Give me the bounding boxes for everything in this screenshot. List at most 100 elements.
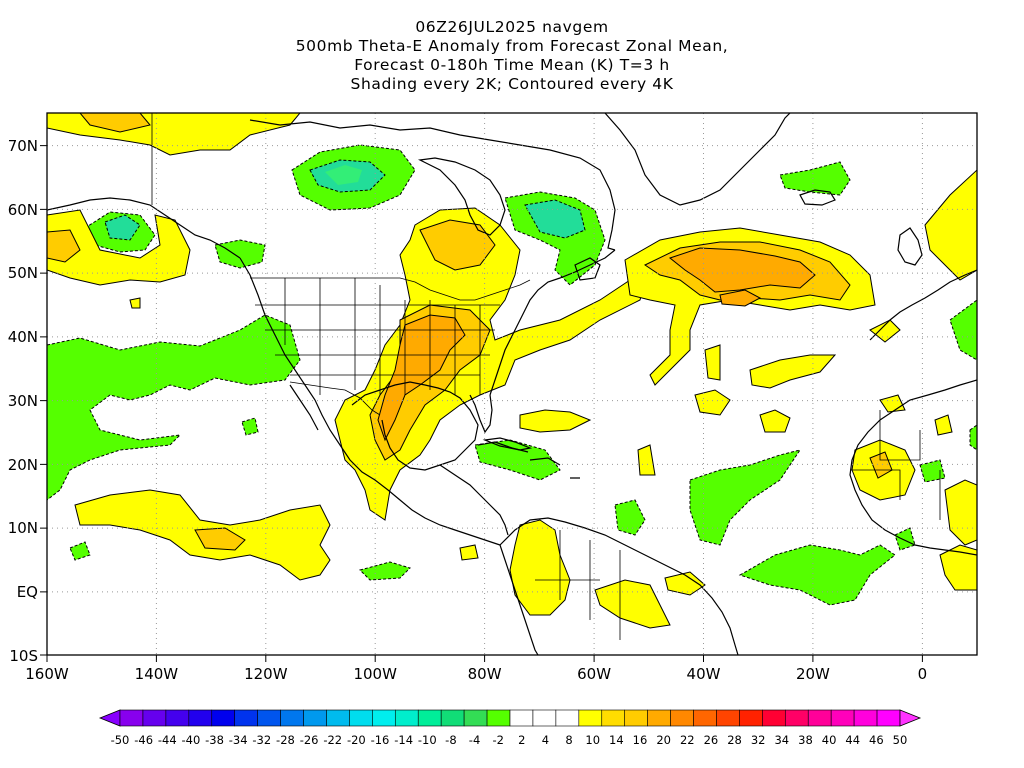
anomaly-region-neg-atlantic-south — [738, 544, 896, 606]
coastline-south-america-west — [499, 544, 539, 655]
colorbar-cell — [257, 709, 281, 727]
colorbar-cell — [440, 709, 465, 727]
colorbar: -50 -46 -44 -40 -38 -34 -32 -28 -26 -22 -20 -16 -14-… — [98, 709, 922, 747]
colorbar-cell — [739, 709, 763, 727]
colorbar-cell — [624, 709, 648, 727]
lon-label-0: 0 — [918, 665, 928, 683]
colorbar-label: 14 — [609, 733, 624, 747]
coastline-gulf-mexico — [351, 381, 479, 471]
lon-label-120w: 120W — [244, 665, 288, 683]
colorbar-cell — [647, 709, 671, 727]
anomaly-region-pos-atlantic-small2 — [519, 409, 592, 433]
colorbar-label: -38 — [205, 733, 224, 747]
anomaly-region-pos-atlantic-small5 — [637, 444, 656, 476]
anomaly-region-pos-bc-small — [129, 297, 141, 309]
lat-label-40n: 40N — [8, 328, 38, 346]
colorbar-cell — [716, 709, 740, 727]
colorbar-cell — [830, 709, 855, 727]
graticule-lat — [47, 145, 977, 593]
anomaly-core-pos-north-pacific — [79, 113, 151, 133]
anomaly-region-neg-gulf-guinea — [894, 527, 916, 551]
colorbar-cell — [555, 709, 580, 727]
colorbar-label: -14 — [394, 733, 413, 747]
colorbar-cell — [532, 709, 557, 727]
anomaly-region-neg-africa-east — [969, 424, 977, 451]
colorbar-cell — [280, 709, 304, 727]
anomaly-region-neg-greenland — [779, 161, 851, 196]
lon-label-60w: 60W — [577, 665, 611, 683]
colorbar-label: -4 — [469, 733, 480, 747]
coastline-central-america — [439, 464, 509, 536]
tick-marks — [40, 145, 923, 662]
colorbar-cell — [211, 709, 236, 727]
lon-ticks — [46, 655, 923, 662]
coastline-uk — [897, 227, 923, 266]
colorbar-cell — [234, 709, 258, 727]
colorbar-cell — [762, 709, 786, 727]
colorbar-label: 4 — [542, 733, 549, 747]
title-line-2: 500mb Theta-E Anomaly from Forecast Zona… — [295, 37, 729, 55]
anomaly-region-neg-atlantic-central — [689, 449, 802, 546]
lat-ticks — [40, 145, 47, 656]
colorbar-label: -32 — [252, 733, 271, 747]
coastline-europe — [869, 269, 977, 341]
colorbar-label: -8 — [445, 733, 456, 747]
colorbar-right-arrow — [899, 709, 922, 727]
anomaly-core-pos-canada — [419, 219, 496, 271]
coastline-cuba — [482, 437, 533, 451]
colorbar-label: 28 — [727, 733, 742, 747]
colorbar-label: 16 — [633, 733, 648, 747]
colorbar-cell — [142, 709, 167, 727]
colorbar-label: -16 — [371, 733, 390, 747]
colorbar-label: 40 — [822, 733, 837, 747]
colorbar-label: 32 — [751, 733, 766, 747]
coastline-baja — [289, 384, 319, 431]
colorbar-label: -2 — [492, 733, 503, 747]
lon-label-20w: 20W — [796, 665, 830, 683]
lat-label-10n: 10N — [8, 519, 38, 537]
colorbar-cell — [188, 709, 213, 727]
anomaly-core-pos-pacific — [194, 527, 246, 551]
map-frame — [46, 112, 978, 656]
lat-label-eq: EQ — [17, 583, 38, 601]
title-line-1: 06Z26JUL2025 navgem — [415, 18, 609, 36]
colorbar-label: 10 — [585, 733, 600, 747]
colorbar-cell — [601, 709, 626, 727]
colorbar-label: 50 — [893, 733, 908, 747]
colorbar-cell — [807, 709, 832, 727]
colorbar-cell — [372, 709, 396, 727]
anomaly-region-neg-equatorial — [359, 561, 411, 581]
coastline-florida — [469, 394, 493, 434]
anomaly-region-neg-pacific-east — [47, 314, 301, 501]
anomaly-region-pos-africa-coast — [934, 414, 953, 436]
colorbar-label: 8 — [565, 733, 572, 747]
coastline-africa-west — [849, 379, 977, 556]
coastline-greenland — [604, 113, 791, 206]
border-us-mexico — [289, 381, 381, 416]
anomaly-region-neg-bc — [214, 239, 266, 269]
coastline-south-america — [499, 517, 739, 655]
colorbar-cell — [784, 709, 809, 727]
coastline-alaska — [47, 197, 241, 259]
colorbar-label: 26 — [704, 733, 719, 747]
coastline-us-east — [489, 249, 616, 396]
lat-label-70n: 70N — [8, 137, 38, 155]
anomaly-region-neg-europe — [949, 299, 977, 361]
title-block: 06Z26JUL2025 navgem 500mb Theta-E Anomal… — [0, 18, 1024, 94]
colorbar-cell — [165, 709, 190, 727]
colorbar-label: 2 — [518, 733, 525, 747]
anomaly-region-pos-iberia — [869, 319, 901, 343]
colorbar-cell — [486, 709, 511, 727]
lon-label-140w: 140W — [135, 665, 179, 683]
lat-label-20n: 20N — [8, 456, 38, 474]
anomaly-region-pos-eq-small — [459, 544, 479, 561]
lon-label-80w: 80W — [468, 665, 502, 683]
colorbar-left-arrow — [98, 709, 121, 727]
lon-labels: 160W 140W 120W 100W 80W 60W 40W 20W 0 — [25, 665, 927, 683]
graticule-lon — [155, 113, 923, 655]
colorbar-cell — [303, 709, 327, 727]
colorbar-label: 34 — [774, 733, 789, 747]
colorbar-cell — [417, 709, 442, 727]
coastline-north-america-west — [239, 257, 501, 546]
anomaly-core2-pos-atlantic-jet — [668, 247, 816, 293]
